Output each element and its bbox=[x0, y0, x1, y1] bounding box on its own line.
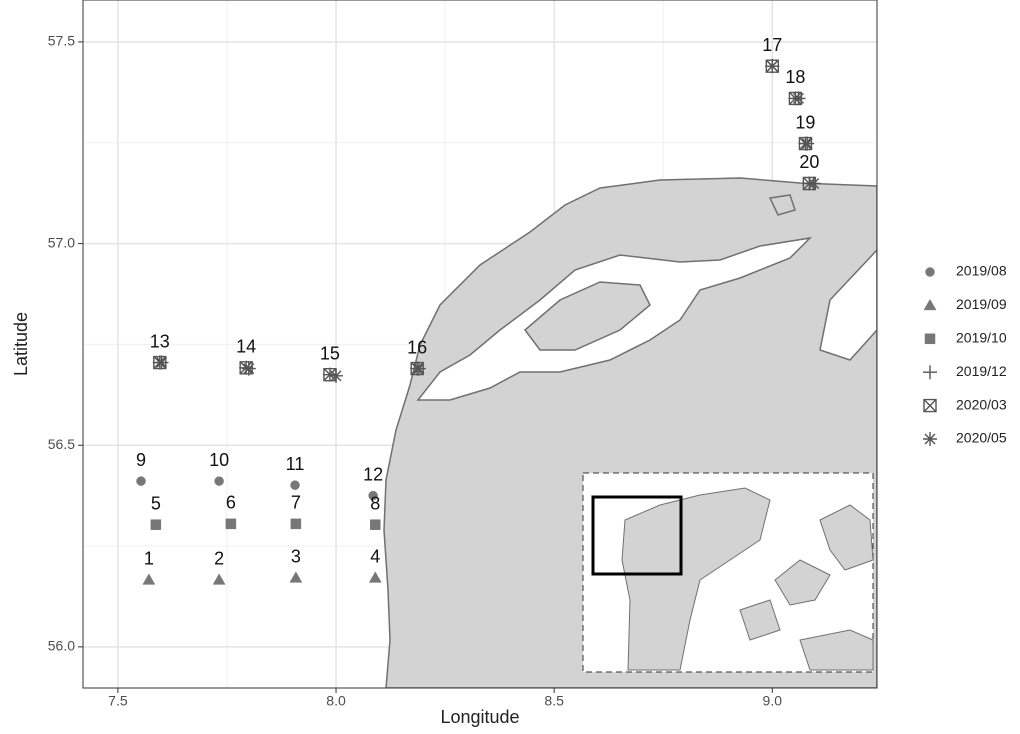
point-label: 2 bbox=[214, 549, 224, 569]
point bbox=[806, 176, 821, 191]
legend-label: 2019/08 bbox=[956, 263, 1007, 279]
point bbox=[290, 480, 300, 490]
point-label: 17 bbox=[762, 35, 782, 55]
point bbox=[212, 573, 226, 585]
inset-land bbox=[621, 487, 874, 671]
point bbox=[136, 476, 146, 486]
point-label: 5 bbox=[151, 493, 161, 513]
x-tick-label: 8.0 bbox=[326, 693, 346, 709]
point-label: 6 bbox=[226, 493, 236, 513]
x-tick-label: 9.0 bbox=[763, 693, 783, 709]
island bbox=[523, 281, 651, 351]
y-axis-label: Latitude bbox=[11, 312, 31, 376]
point-label: 15 bbox=[320, 343, 340, 363]
point-label: 20 bbox=[799, 152, 819, 172]
point-label: 7 bbox=[291, 493, 301, 513]
point bbox=[329, 368, 344, 383]
point bbox=[290, 518, 302, 530]
point-label: 4 bbox=[370, 547, 380, 567]
point bbox=[370, 519, 381, 530]
legend-key bbox=[923, 365, 937, 380]
point-label: 14 bbox=[236, 337, 256, 357]
point bbox=[411, 361, 426, 376]
y-tick-label: 56.0 bbox=[48, 638, 75, 654]
point bbox=[150, 519, 162, 530]
point-label: 1 bbox=[144, 549, 154, 569]
point-label: 16 bbox=[407, 337, 427, 357]
point-label: 3 bbox=[291, 547, 301, 567]
point bbox=[225, 518, 237, 530]
inset bbox=[582, 472, 874, 673]
legend-label: 2020/05 bbox=[956, 430, 1007, 446]
legend-label: 2019/12 bbox=[956, 363, 1007, 379]
point-label: 8 bbox=[370, 493, 380, 513]
point bbox=[800, 136, 815, 151]
point bbox=[368, 490, 378, 501]
point bbox=[289, 571, 303, 583]
legend-key bbox=[924, 333, 936, 345]
legend: 2019/08 2019/09 2019/10 2019/12 2020/03 2020/… bbox=[923, 263, 1007, 446]
panel-border bbox=[82, 0, 878, 689]
x-tick-label: 8.5 bbox=[544, 693, 564, 709]
point-label: 12 bbox=[363, 464, 383, 484]
point-label: 19 bbox=[795, 112, 815, 132]
legend-label: 2019/09 bbox=[956, 296, 1007, 312]
legend-label: 2020/03 bbox=[956, 396, 1007, 412]
point-label: 9 bbox=[136, 450, 146, 470]
y-tick-label: 57.0 bbox=[48, 234, 75, 250]
point bbox=[142, 573, 156, 585]
y-tick-label: 56.5 bbox=[48, 436, 75, 452]
point bbox=[368, 571, 382, 583]
island bbox=[768, 194, 796, 216]
legend-key bbox=[923, 432, 937, 446]
x-tick-label: 7.5 bbox=[108, 693, 128, 709]
point-label: 13 bbox=[150, 331, 170, 351]
point bbox=[241, 361, 256, 376]
point bbox=[214, 476, 224, 486]
point-label: 18 bbox=[785, 67, 805, 87]
inset-focus bbox=[591, 495, 683, 576]
legend-key bbox=[923, 398, 937, 413]
legend-label: 2019/10 bbox=[956, 330, 1007, 346]
point bbox=[154, 355, 169, 370]
point-label: 10 bbox=[209, 450, 229, 470]
point bbox=[791, 91, 806, 106]
coast bbox=[819, 248, 877, 361]
point bbox=[765, 59, 780, 74]
legend-key bbox=[925, 267, 935, 277]
y-tick-label: 57.5 bbox=[48, 33, 75, 49]
legend-key bbox=[923, 298, 937, 311]
point-label: 11 bbox=[286, 454, 305, 474]
x-axis-label: Longitude bbox=[440, 707, 519, 727]
